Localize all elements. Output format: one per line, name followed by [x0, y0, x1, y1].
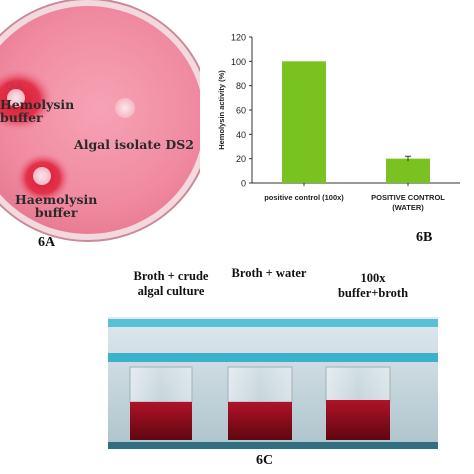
well-algal — [115, 98, 135, 118]
y-tick-label: 40 — [236, 130, 246, 140]
label-broth-crude: Broth + crude algal culture — [133, 269, 209, 298]
agar-plate-image — [0, 0, 200, 242]
label-buffer-broth: 100x buffer+broth — [337, 271, 409, 300]
label-haemolysin-buffer-bottom: Haemolysin buffer — [15, 192, 98, 220]
rack-bottom-bar — [108, 442, 438, 449]
label-broth-water: Broth + water — [231, 266, 307, 280]
vial-1 — [129, 366, 193, 440]
label-hemolysin-buffer-top: Hemolysin buffer — [0, 97, 75, 125]
figure-label-6a: 6A — [38, 235, 56, 250]
figure-label-6b: 6B — [416, 230, 433, 245]
panel-6b: 0 20 40 60 80 100 120 Hemolysin activity (%) pos… — [210, 25, 474, 255]
y-tick-label: 20 — [236, 154, 246, 164]
hemolysis-zone-top — [0, 68, 54, 132]
vials-photo — [108, 317, 438, 449]
y-tick-label: 80 — [236, 81, 246, 91]
vial-2 — [227, 366, 293, 440]
figure-label-6c: 6C — [256, 453, 274, 468]
plate-marker-text: O X — [6, 82, 23, 92]
y-tick-label: 100 — [231, 57, 246, 67]
y-tick-label: 0 — [241, 179, 246, 189]
vial-3 — [325, 366, 391, 440]
y-tick-label: 60 — [236, 106, 246, 116]
x-tick-label: positive control (100x) — [264, 193, 344, 202]
hemolysin-bar-chart: 0 20 40 60 80 100 120 Hemolysin activity (%) pos… — [217, 33, 460, 212]
well-bottom — [33, 167, 51, 185]
x-tick-label: POSITIVE CONTROL — [371, 193, 445, 202]
y-tick-label: 120 — [231, 33, 246, 43]
label-algal-isolate: Algal isolate DS2 — [74, 137, 195, 152]
bar-1 — [282, 61, 326, 184]
bar-2 — [386, 158, 430, 183]
x-tick-label: (WATER) — [392, 203, 424, 212]
well-top — [7, 89, 25, 107]
rack-top-bar — [108, 319, 438, 327]
panel-6c: Broth + crude algal culture Broth + wate… — [100, 265, 474, 474]
y-axis-label: Hemolysin activity (%) — [217, 70, 226, 150]
rack-middle-bar — [108, 353, 438, 362]
panel-6a: O X Hemolysin buffer Algal isolate DS2 H… — [0, 0, 200, 260]
